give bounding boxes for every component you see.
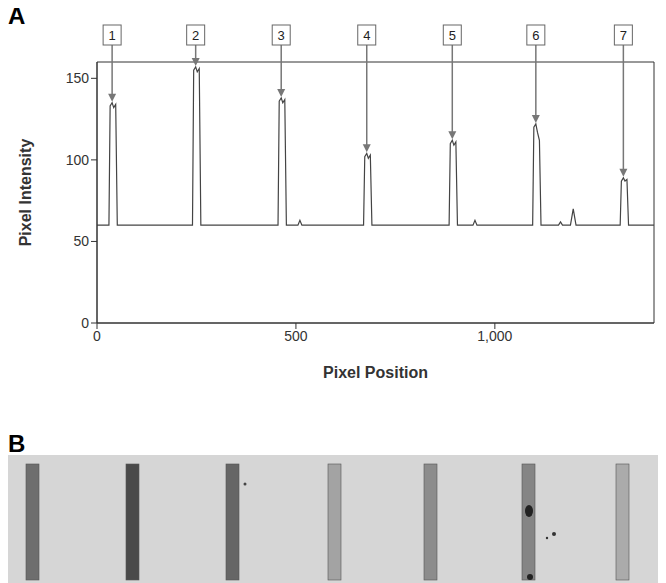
svg-text:100: 100 <box>66 152 90 168</box>
svg-text:3: 3 <box>278 28 285 43</box>
svg-text:50: 50 <box>73 233 89 249</box>
svg-text:Pixel Position: Pixel Position <box>323 364 428 381</box>
html-text:A: A <box>8 2 26 29</box>
svg-text:5: 5 <box>449 28 456 43</box>
svg-text:6: 6 <box>532 28 539 43</box>
svg-text:150: 150 <box>66 70 90 86</box>
svg-text:0: 0 <box>93 328 101 344</box>
svg-text:500: 500 <box>284 328 308 344</box>
svg-text:7: 7 <box>620 28 627 43</box>
svg-text:1,000: 1,000 <box>477 328 512 344</box>
svg-text:1: 1 <box>109 28 116 43</box>
svg-text:0: 0 <box>81 315 89 331</box>
svg-text:4: 4 <box>363 28 370 43</box>
svg-text:2: 2 <box>192 28 199 43</box>
svg-text:Pixel Intensity: Pixel Intensity <box>17 139 34 247</box>
svg-text:B: B <box>8 430 25 457</box>
